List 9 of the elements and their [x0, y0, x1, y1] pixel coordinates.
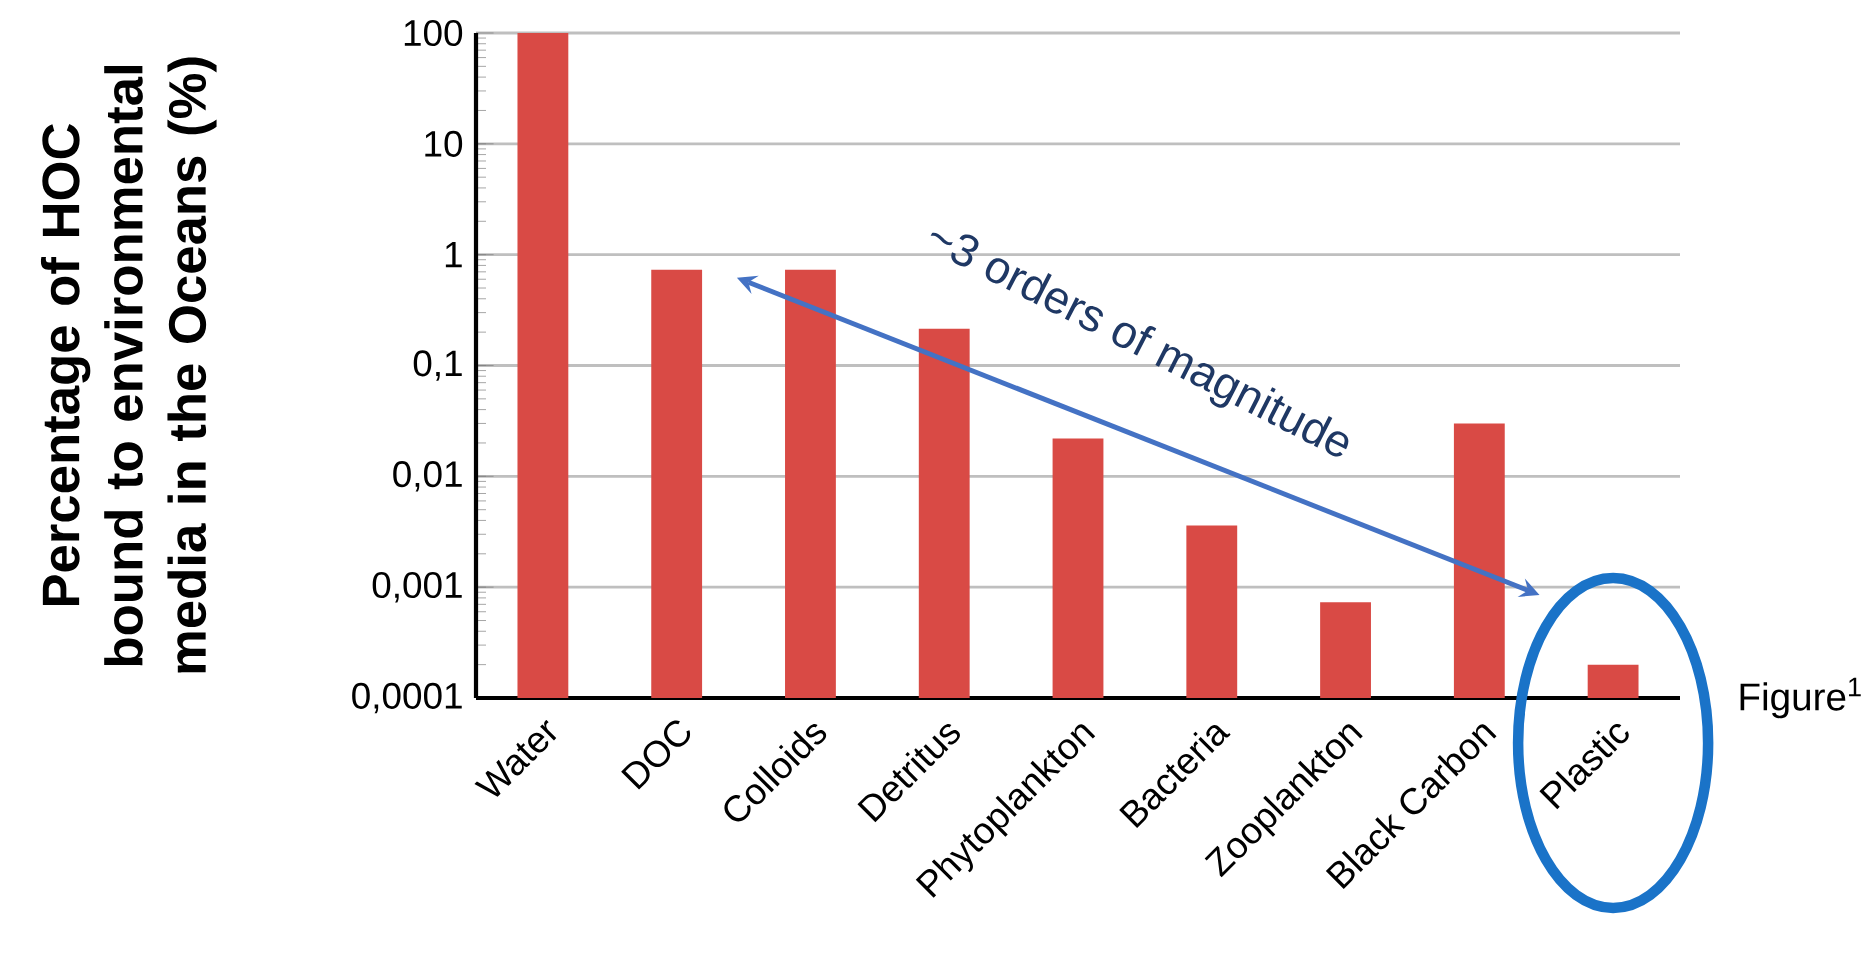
y-tick-label: 100 — [404, 19, 463, 47]
y-axis-title: Percentage of HOC bound to environmental media in the Oceans (%) — [40, 57, 217, 673]
y-tick-label: 1 — [445, 242, 462, 268]
y-tick-label: 0,01 — [393, 461, 462, 492]
y-tick-label: 0,0001 — [352, 682, 462, 714]
text: Figure$^{1}$ — [1740, 677, 1861, 719]
y-tick-label: 10 — [425, 130, 463, 157]
y-tick-label: 0,001 — [372, 571, 462, 603]
y-tick-label: 0,1 — [413, 350, 462, 381]
